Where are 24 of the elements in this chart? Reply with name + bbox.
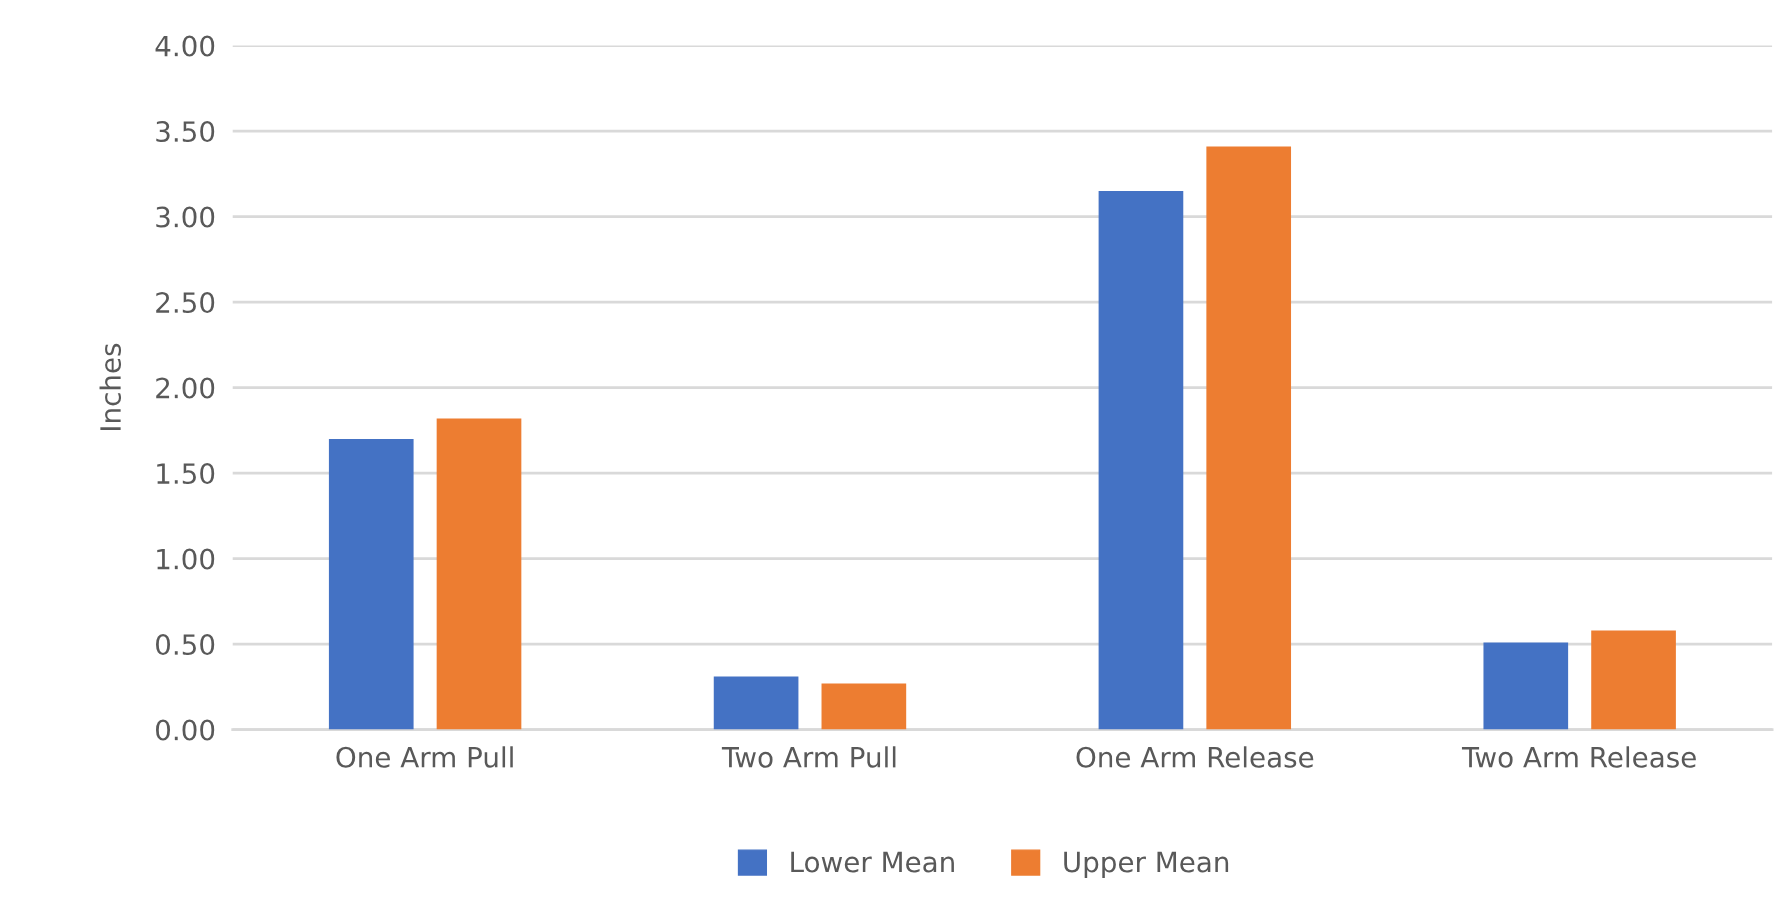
y-tick-label: 2.00 <box>156 377 215 399</box>
y-tick-label: 2.50 <box>156 292 215 314</box>
y-tick-label: 0.00 <box>156 719 215 741</box>
x-tick-label: Two Arm Release <box>1461 746 1696 768</box>
y-tick-label: 3.50 <box>156 121 215 143</box>
bar <box>436 418 522 730</box>
x-tick-label: Two Arm Pull <box>721 746 896 768</box>
y-tick-label: 1.00 <box>157 548 215 570</box>
bar <box>821 683 907 730</box>
y-tick-label: 3.00 <box>156 206 215 228</box>
legend-label: Lower Mean <box>791 851 954 873</box>
bar <box>1591 630 1676 730</box>
x-tick-label: One Arm Pull <box>336 746 513 768</box>
y-tick-label: 1.50 <box>157 463 215 485</box>
bar <box>1206 146 1292 730</box>
bar <box>328 438 414 730</box>
bar <box>713 676 799 730</box>
x-tick-label: One Arm Release <box>1076 746 1314 768</box>
bar <box>1483 642 1569 730</box>
legend-label: Upper Mean <box>1064 851 1229 878</box>
y-tick-label: 4.00 <box>155 35 215 57</box>
bar <box>1098 190 1184 730</box>
y-axis-title: Inches <box>99 343 122 430</box>
y-tick-label: 0.50 <box>156 634 215 656</box>
